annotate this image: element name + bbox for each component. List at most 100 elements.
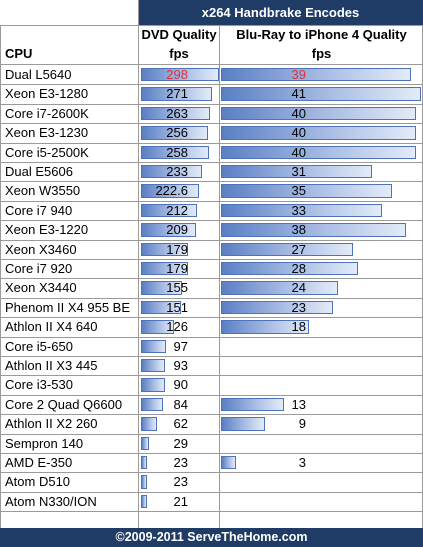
chart-title: x264 Handbrake Encodes: [138, 0, 423, 25]
bar-dvd: [141, 397, 163, 412]
cpu-label: Core i7 920: [5, 261, 73, 276]
grid-line-row: [0, 142, 423, 144]
cpu-label: Athlon II X3 445: [5, 358, 98, 373]
bar-bluray: [221, 165, 373, 179]
value-label-dvd: 233: [166, 164, 188, 179]
bar-dvd: [141, 106, 210, 121]
bar-bluray: [221, 106, 417, 121]
value-label-dvd: 179: [166, 261, 188, 276]
bar-dvd: [141, 203, 197, 218]
value-label-dvd: 258: [166, 144, 188, 160]
bar-bluray: [221, 87, 421, 101]
column-unit-dvd: fps: [169, 46, 189, 61]
value-label-dvd: 21: [173, 493, 188, 509]
grid-line-row: [0, 259, 423, 260]
value-label-dvd: 23: [173, 455, 188, 470]
cpu-label: Athlon II X2 260: [5, 416, 98, 432]
value-label-bluray: 23: [291, 299, 306, 315]
grid-line-row: [0, 433, 423, 435]
value-label-dvd: 256: [166, 125, 188, 141]
grid-line-col-1: [138, 0, 139, 528]
bar-dvd: [141, 223, 196, 237]
grid-line-row: [0, 239, 423, 241]
bar-dvd: [141, 436, 149, 450]
value-label-bluray: 41: [291, 86, 306, 102]
bar-dvd: [141, 417, 158, 431]
bar-dvd: [141, 262, 188, 276]
bar-dvd: [141, 165, 202, 179]
grid-line-row: [0, 472, 423, 474]
bar-bluray: [221, 320, 309, 334]
cpu-label: Core i7-2600K: [5, 105, 89, 121]
grid-line-row: [0, 317, 423, 319]
grid-line-header-bottom: [0, 64, 423, 65]
bar-dvd: [141, 475, 147, 489]
bar-bluray: [221, 397, 285, 412]
bar-bluray: [221, 223, 407, 237]
bar-bluray: [221, 203, 382, 218]
bar-dvd: [141, 378, 165, 392]
value-label-dvd: 62: [173, 416, 188, 432]
bar-dvd: [141, 242, 188, 256]
value-label-bluray: 3: [298, 455, 306, 470]
bar-bluray: [221, 262, 358, 276]
cpu-label: Xeon E3-1220: [5, 222, 89, 238]
value-label-dvd: 271: [166, 86, 188, 102]
bar-bluray: [221, 184, 392, 198]
value-label-dvd: 263: [166, 105, 188, 121]
grid-line-left: [0, 25, 1, 528]
bar-dvd: [141, 184, 200, 198]
grid-line-row: [0, 414, 423, 416]
cpu-label: Xeon E3-1230: [5, 125, 89, 141]
bar-dvd: [141, 300, 181, 315]
value-label-dvd: 93: [173, 358, 188, 373]
value-label-dvd: 151: [166, 299, 188, 315]
value-label-bluray: 13: [291, 396, 306, 412]
bar-bluray: [221, 126, 417, 140]
value-label-dvd: 29: [173, 435, 188, 451]
column-header-bluray: Blu-Ray to iPhone 4 Quality: [236, 27, 407, 42]
cpu-label: Dual E5606: [5, 164, 73, 179]
grid-line-row: [0, 394, 423, 396]
value-label-dvd: 97: [173, 338, 188, 354]
grid-line-row: [0, 278, 423, 280]
cpu-label: AMD E-350: [5, 455, 73, 470]
grid-line-row: [0, 491, 423, 493]
grid-line-row: [0, 84, 423, 86]
bar-dvd: [141, 339, 167, 353]
value-label-bluray: 28: [291, 261, 306, 276]
value-label-dvd: 23: [173, 474, 188, 490]
value-label-dvd: 126: [166, 319, 188, 335]
cpu-label: Sempron 140: [5, 435, 84, 451]
bar-dvd: [141, 494, 147, 509]
bar-dvd: [141, 126, 208, 140]
cpu-label: Core i3-530: [5, 377, 73, 393]
bar-dvd: [141, 145, 209, 159]
grid-line-col-2: [219, 25, 220, 528]
value-label-dvd: 179: [166, 241, 188, 257]
value-label-bluray: 18: [291, 319, 306, 335]
grid-line-row: [0, 200, 423, 202]
value-label-dvd: 222.6: [155, 183, 188, 199]
grid-line-row: [0, 375, 423, 377]
value-label-bluray: 38: [291, 222, 306, 238]
grid-line-row: [0, 336, 423, 338]
grid-line-row: [0, 181, 423, 183]
value-label-dvd: 209: [166, 222, 188, 238]
cpu-label: Core i5-650: [5, 338, 73, 354]
cpu-label: Athlon II X4 640: [5, 319, 98, 335]
bar-bluray: [221, 68, 412, 82]
cpu-label: Core i5-2500K: [5, 144, 89, 160]
value-label-bluray: 40: [291, 144, 306, 160]
value-label-bluray: 24: [291, 280, 306, 296]
value-label-bluray: 40: [291, 105, 306, 121]
bar-bluray: [221, 145, 417, 159]
bar-bluray: [221, 242, 353, 256]
bar-dvd: [141, 320, 174, 334]
column-unit-bluray: fps: [311, 46, 332, 61]
grid-line-top: [0, 25, 423, 26]
value-label-dvd: 84: [173, 396, 188, 412]
cpu-label: Xeon E3-1280: [5, 86, 89, 102]
grid-line-row: [0, 511, 423, 513]
